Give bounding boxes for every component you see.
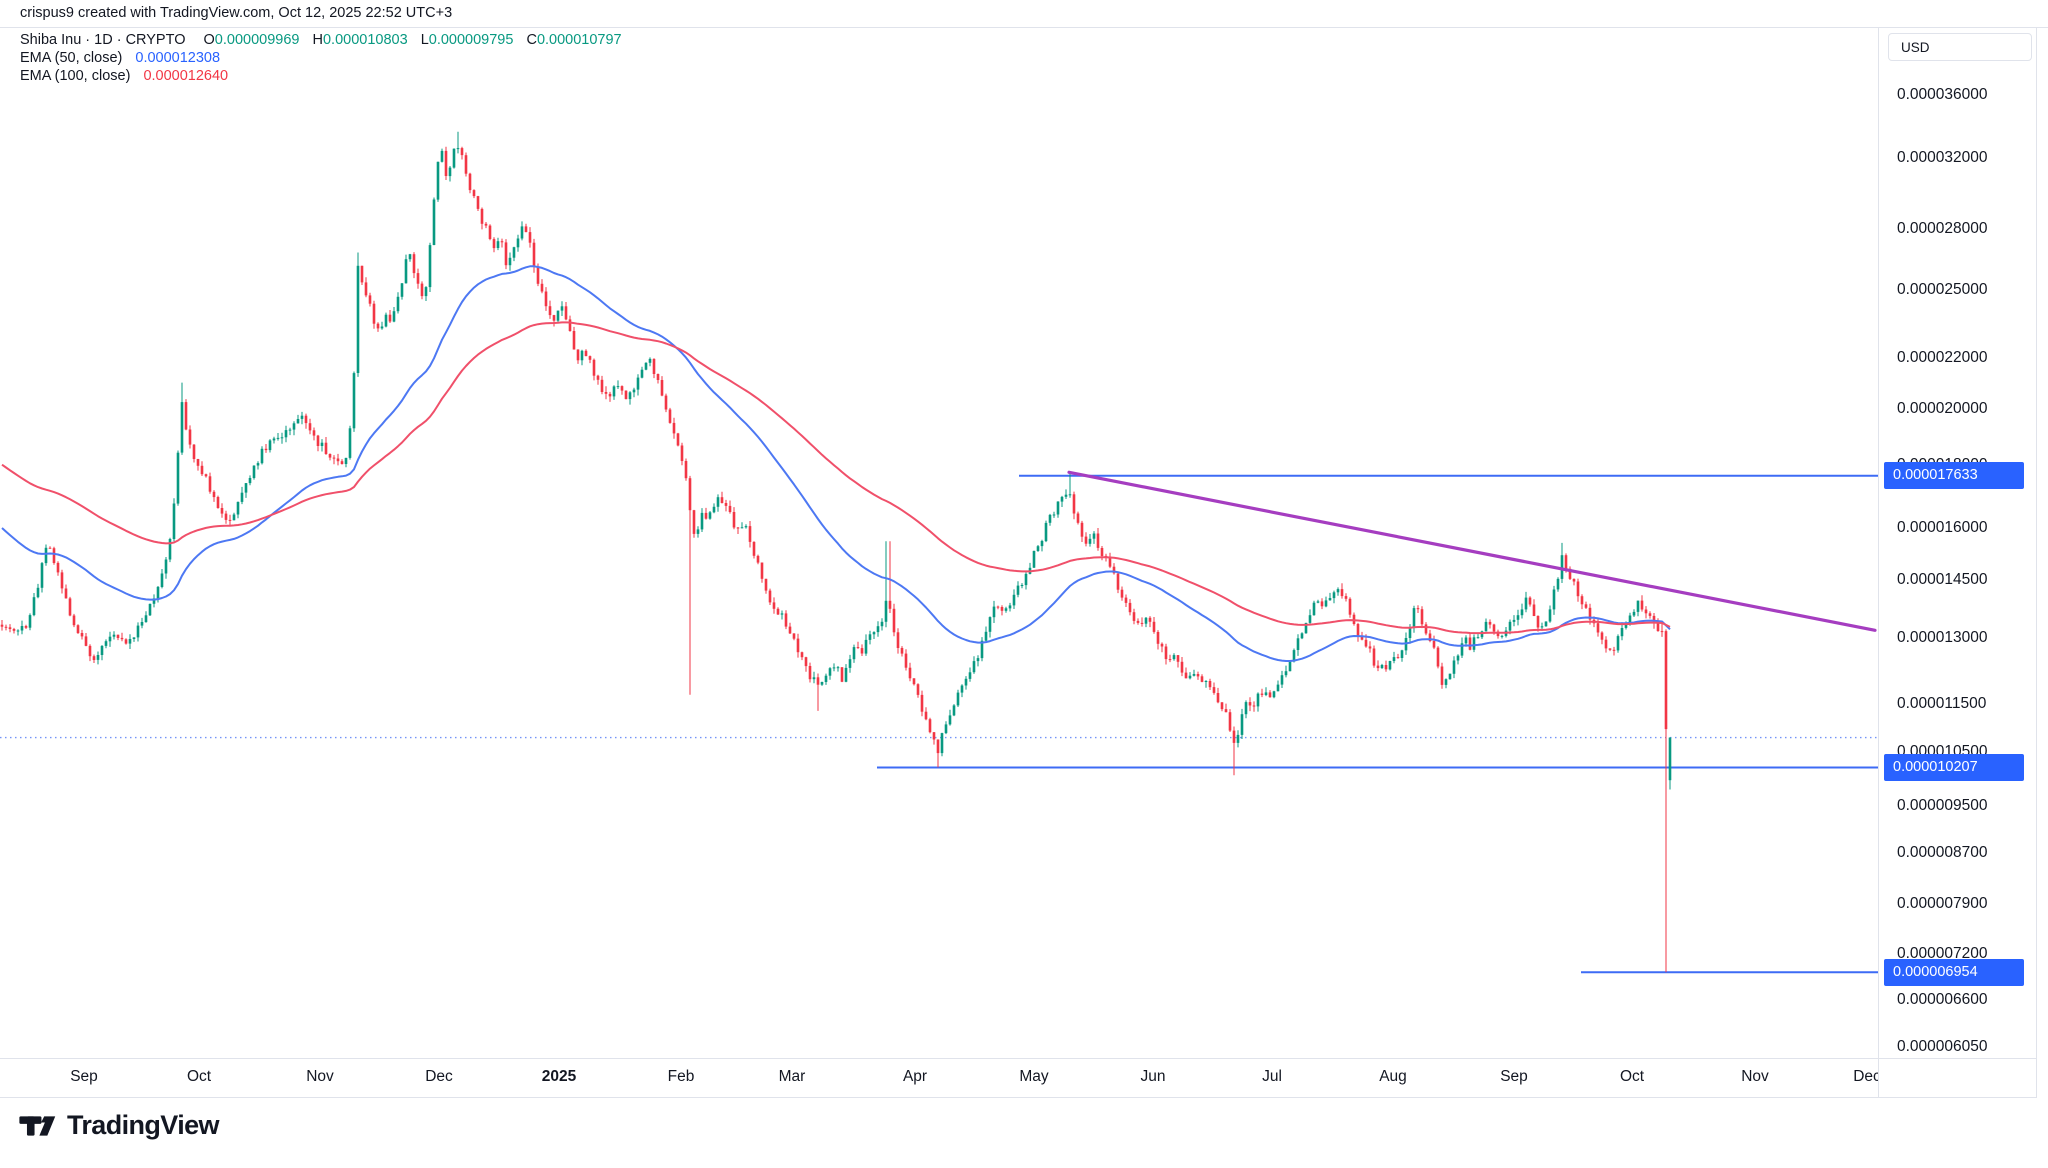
price-tick-label: 0.000022000 — [1897, 349, 1988, 366]
time-tick-label: May — [1019, 1068, 1049, 1085]
price-tick-label: 0.000025000 — [1897, 281, 1988, 298]
price-tick-label: 0.000018000 — [1897, 456, 1988, 473]
tradingview-logo-icon — [19, 1115, 56, 1136]
time-tick-label: Feb — [667, 1068, 695, 1085]
price-tick-label: 0.000020000 — [1897, 400, 1988, 417]
time-axis-top-divider — [0, 1058, 2037, 1059]
time-tick-label: Dec — [1853, 1068, 1878, 1085]
price-tick-label: 0.000008700 — [1897, 844, 1988, 861]
chart-legend: Shiba Inu · 1D · CRYPTO O0.000009969 H0.… — [20, 31, 631, 85]
currency-toggle-button[interactable]: USD — [1888, 33, 2032, 61]
ohlc-low-key: L — [420, 32, 429, 48]
price-tick-label: 0.000006050 — [1897, 1038, 1988, 1055]
right-edge-divider — [2036, 27, 2037, 1098]
ohlc-open-key: O — [203, 32, 215, 48]
ohlc-high-key: H — [312, 32, 323, 48]
price-tick-label: 0.000010500 — [1897, 743, 1988, 760]
time-tick-label: Dec — [425, 1068, 453, 1085]
chart-credit-text: crispus9 created with TradingView.com, O… — [20, 5, 453, 21]
time-tick-label: Jul — [1262, 1068, 1282, 1085]
price-tick-label: 0.000009500 — [1897, 797, 1988, 814]
ohlc-open-value: 0.000009969 — [214, 32, 300, 48]
price-tick-label: 0.000016000 — [1897, 519, 1988, 536]
ohlc-high-value: 0.000010803 — [322, 32, 408, 48]
price-tick-label: 0.000032000 — [1897, 149, 1988, 166]
ohlc-close-value: 0.000010797 — [536, 32, 622, 48]
ema100-label: EMA (100, close) — [20, 68, 131, 84]
ohlc-close-key: C — [526, 32, 537, 48]
price-axis[interactable]: USD 0.000036000 0.000032000 0.000028000 0.0… — [1878, 27, 2048, 1097]
time-tick-label: 2025 — [541, 1068, 577, 1085]
tradingview-logo-text: TradingView — [67, 1110, 220, 1140]
time-axis-bottom-divider — [0, 1097, 2037, 1098]
symbol-title: Shiba Inu · 1D · CRYPTO — [20, 32, 186, 48]
time-tick-label: Sep — [1500, 1068, 1528, 1085]
time-tick-label: Nov — [1741, 1068, 1769, 1085]
time-tick-label: Jun — [1140, 1068, 1166, 1085]
time-tick-label: Sep — [70, 1068, 98, 1085]
time-axis[interactable]: Sep Oct Nov Dec 2025 Feb Mar Apr May Jun Jul Aug Sep… — [0, 1058, 1878, 1097]
tradingview-logo[interactable]: TradingView — [18, 1110, 220, 1141]
time-tick-label: Mar — [778, 1068, 806, 1085]
price-tick-label: 0.000006600 — [1897, 991, 1988, 1008]
price-tick-label: 0.000011500 — [1897, 695, 1987, 712]
time-tick-label: Oct — [186, 1068, 212, 1085]
legend-ema100-row[interactable]: EMA (100, close) 0.000012640 — [20, 67, 631, 85]
price-tick-label: 0.000007200 — [1897, 945, 1988, 962]
ema100-value: 0.000012640 — [143, 68, 229, 84]
time-tick-label: Aug — [1379, 1068, 1407, 1085]
time-tick-label: Oct — [1619, 1068, 1645, 1085]
time-tick-label: Apr — [902, 1068, 928, 1085]
price-tick-label: 0.000036000 — [1897, 86, 1988, 103]
ohlc-low-value: 0.000009795 — [428, 32, 514, 48]
price-tick-label: 0.000007900 — [1897, 895, 1988, 912]
price-tick-label: 0.000028000 — [1897, 220, 1988, 237]
top-divider — [0, 27, 2048, 28]
time-tick-label: Nov — [306, 1068, 334, 1085]
ema50-value: 0.000012308 — [135, 50, 221, 66]
price-tick-label: 0.000013000 — [1897, 629, 1988, 646]
price-axis-divider — [1878, 27, 1879, 1098]
price-tick-label: 0.000014500 — [1897, 571, 1988, 588]
legend-ema50-row[interactable]: EMA (50, close) 0.000012308 — [20, 49, 631, 67]
ema50-label: EMA (50, close) — [20, 50, 123, 66]
legend-symbol-row[interactable]: Shiba Inu · 1D · CRYPTO O0.000009969 H0.… — [20, 31, 631, 49]
